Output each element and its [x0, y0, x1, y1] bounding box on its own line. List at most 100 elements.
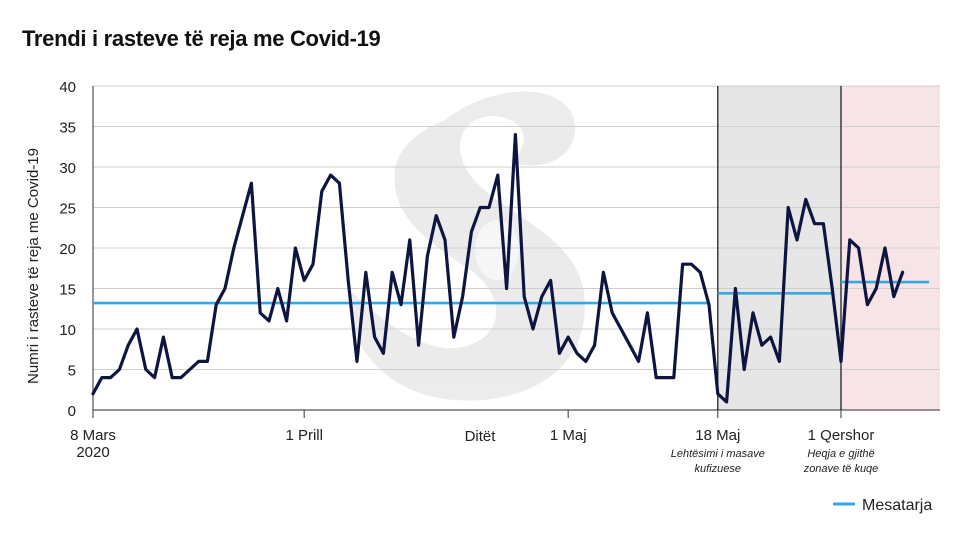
cases-data-point — [144, 368, 147, 371]
cases-data-point — [901, 271, 904, 274]
cases-data-point — [118, 368, 121, 371]
cases-data-point — [567, 335, 570, 339]
cases-data-point — [452, 335, 455, 339]
cases-data-point — [514, 133, 517, 136]
chart-title: Trendi i rasteve të reja me Covid-19 — [22, 26, 381, 51]
cases-data-point — [399, 303, 403, 306]
cases-data-point — [523, 295, 526, 298]
y-tick-label: 25 — [59, 201, 76, 218]
cases-data-point — [857, 246, 860, 250]
cases-data-point — [734, 287, 737, 290]
cases-data-point — [135, 327, 139, 331]
cases-data-point — [417, 344, 420, 347]
cases-data-point — [311, 263, 315, 266]
cases-data-point — [496, 173, 499, 177]
y-tick-label: 30 — [59, 160, 76, 177]
cases-data-point — [303, 279, 306, 282]
cases-data-point — [848, 238, 851, 242]
cases-data-point — [813, 222, 816, 225]
cases-data-point — [787, 206, 790, 209]
cases-line-series — [91, 133, 905, 404]
x-tick-label: 1 Prill — [285, 427, 323, 444]
period-note: kufizuese — [695, 463, 741, 475]
cases-data-point — [611, 311, 614, 314]
cases-data-point — [646, 311, 649, 314]
cases-data-point — [760, 344, 763, 347]
cases-data-point — [875, 287, 878, 290]
cases-data-point — [162, 335, 165, 339]
y-tick-label: 40 — [59, 79, 76, 96]
period-note: Lehtësimi i masave — [671, 448, 765, 460]
x-tick-label: 8 Mars — [70, 427, 116, 444]
cases-data-point — [355, 360, 359, 363]
y-tick-label: 0 — [68, 403, 76, 420]
cases-data-point — [637, 360, 640, 363]
cases-data-point — [681, 263, 684, 266]
cases-data-point — [443, 238, 447, 242]
cases-data-point — [487, 206, 491, 209]
cases-data-point — [127, 344, 130, 347]
cases-data-point — [769, 335, 772, 339]
x-tick-label: 1 Qershor — [808, 427, 875, 444]
cases-data-point — [435, 214, 438, 217]
cases-data-point — [892, 295, 895, 298]
y-tick-label: 15 — [59, 282, 76, 299]
cases-data-point — [655, 376, 658, 379]
cases-data-point — [575, 352, 579, 355]
period-dividers: Lehtësimi i masave kufizuese Heqja e gjith… — [671, 86, 879, 475]
y-tick-label: 35 — [59, 120, 76, 137]
cases-data-point — [584, 360, 587, 363]
cases-data-point — [109, 376, 112, 379]
cases-data-point — [320, 190, 323, 193]
cases-data-point — [470, 230, 473, 233]
cases-data-point — [276, 287, 279, 290]
cases-data-point — [91, 392, 95, 395]
y-tick-label: 5 — [68, 363, 76, 380]
gridlines — [93, 85, 940, 370]
cases-data-point — [197, 360, 200, 363]
cases-data-point — [426, 254, 429, 258]
watermark-logo — [349, 91, 585, 401]
cases-data-point — [866, 303, 869, 306]
cases-data-point — [822, 222, 825, 225]
cases-data-point — [795, 238, 799, 242]
cases-data-point — [628, 344, 631, 347]
cases-data-point — [831, 287, 834, 290]
x-tick-label-year: 2020 — [76, 444, 109, 461]
cases-data-point — [461, 295, 464, 298]
y-axis-label: Numri i rasteve të reja me Covid-19 — [25, 148, 42, 384]
cases-data-point — [505, 287, 508, 290]
x-tick-label: 18 Maj — [695, 427, 740, 444]
cases-data-point — [232, 246, 235, 250]
cases-data-point — [267, 319, 271, 323]
cases-data-point — [329, 173, 332, 177]
cases-data-point — [285, 319, 288, 323]
cases-data-point — [725, 400, 728, 404]
cases-data-point — [223, 287, 227, 290]
cases-data-point — [382, 352, 385, 355]
cases-data-point — [839, 360, 843, 363]
cases-data-point — [179, 376, 183, 379]
cases-data-point — [716, 392, 719, 395]
cases-data-point — [804, 198, 807, 201]
x-axis-label: Ditët — [465, 428, 497, 445]
cases-data-point — [593, 344, 596, 347]
y-tick-label: 20 — [59, 241, 76, 258]
period-note: zonave të kuqe — [803, 463, 879, 475]
cases-data-point — [364, 271, 367, 274]
cases-data-point — [294, 246, 297, 250]
cases-data-point — [883, 246, 887, 250]
cases-data-point — [690, 263, 693, 266]
cases-data-point — [479, 206, 482, 209]
y-tick-label: 10 — [59, 322, 76, 339]
cases-data-point — [153, 376, 156, 379]
cases-data-point — [663, 376, 667, 379]
cases-data-point — [549, 279, 552, 282]
cases-data-point — [558, 352, 561, 355]
cases-data-point — [241, 214, 244, 217]
cases-data-point — [778, 360, 781, 363]
cases-data-point — [751, 311, 755, 314]
cases-data-point — [215, 303, 218, 306]
